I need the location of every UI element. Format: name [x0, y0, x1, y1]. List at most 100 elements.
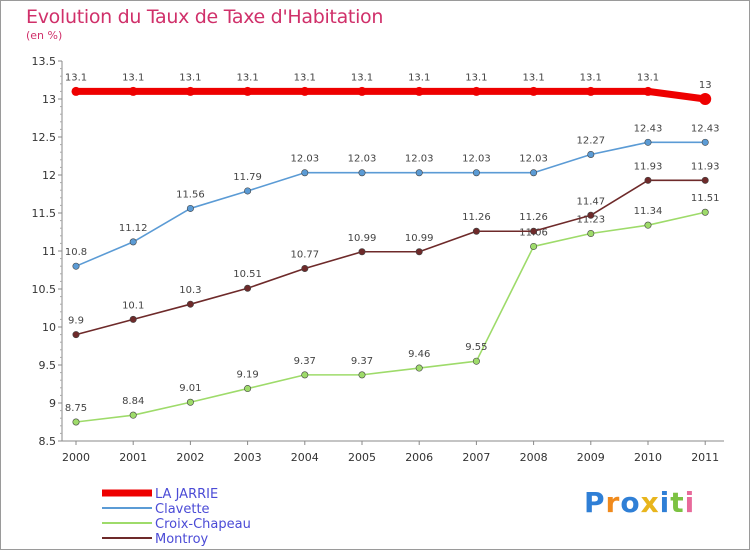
y-tick-label: 13.5 [32, 55, 57, 68]
data-point [530, 169, 538, 177]
legend-label: Croix-Chapeau [155, 517, 251, 532]
data-point [586, 86, 596, 96]
data-point [644, 176, 652, 184]
x-tick-label: 2004 [291, 451, 319, 464]
data-label: 11.79 [233, 172, 262, 183]
chart-title: Evolution du Taux de Taxe d'Habitation [26, 6, 384, 28]
data-label: 11.34 [634, 206, 663, 217]
data-label: 9.46 [408, 349, 430, 360]
data-label: 13 [699, 80, 712, 91]
logo-letter: t [670, 486, 685, 519]
x-tick-label: 2003 [234, 451, 262, 464]
data-label: 12.43 [634, 123, 663, 134]
legend-label: Clavette [155, 502, 210, 517]
data-point [358, 169, 366, 177]
logo-letter: i [684, 486, 696, 519]
logo-letter: o [620, 486, 641, 519]
data-label: 9.55 [465, 342, 487, 353]
data-point [72, 331, 80, 339]
data-label: 13.1 [408, 72, 430, 83]
data-label: 13.1 [351, 72, 373, 83]
data-label: 11.23 [576, 215, 605, 226]
y-tick-label: 10 [42, 321, 56, 334]
y-tick-label: 11.5 [32, 207, 57, 220]
x-tick-label: 2009 [577, 451, 605, 464]
data-point [244, 385, 252, 393]
data-point [643, 86, 653, 96]
data-point [415, 169, 423, 177]
data-point [186, 204, 194, 212]
series-line [75, 179, 707, 336]
series-layer: 8.758.849.019.199.379.379.469.5511.0611.… [65, 72, 720, 426]
data-point [129, 238, 137, 246]
data-label: 13.1 [179, 72, 201, 83]
data-label: 11.56 [176, 189, 205, 200]
data-point [186, 398, 194, 406]
data-label: 13.1 [236, 72, 258, 83]
data-point [587, 150, 595, 158]
data-point [472, 357, 480, 365]
legend-item-clavette: Clavette [102, 502, 210, 517]
data-label: 9.37 [351, 356, 373, 367]
x-tick-label: 2002 [176, 451, 204, 464]
data-label: 11.93 [691, 161, 720, 172]
logo-letter: P [584, 486, 606, 519]
series-montroy: 9.9 10.1 10.3 10.51 10.77 10.99 10.99 11.26 11.2… [68, 161, 720, 339]
data-label: 10.99 [348, 233, 377, 244]
data-label: 10.1 [122, 300, 144, 311]
data-label: 9.01 [179, 383, 201, 394]
data-point [644, 221, 652, 229]
data-point [358, 248, 366, 256]
series-la-jarrie: 13.1 13.1 13.1 13.1 13.1 13.1 13.1 13.1 13.1 13.1… [65, 72, 712, 105]
data-label: 12.03 [348, 154, 377, 165]
data-point [472, 169, 480, 177]
data-label: 9.37 [294, 356, 316, 367]
series-line [75, 211, 707, 423]
data-point [129, 411, 137, 419]
data-point [244, 187, 252, 195]
data-label: 13.1 [580, 72, 602, 83]
data-label: 9.19 [236, 370, 258, 381]
legend-item-croix-chapeau: Croix-Chapeau [102, 517, 251, 532]
data-point [244, 284, 252, 292]
data-point [129, 315, 137, 323]
chart-axes: 8.5 9 9.5 10 10.5 11 11.5 12 12.5 13 13.5 2000 2001 2… [32, 55, 724, 464]
data-label: 10.51 [233, 269, 262, 280]
series-croix-chapeau: 8.758.849.019.199.379.379.469.5511.0611.… [65, 193, 720, 426]
data-point [701, 138, 709, 146]
y-tick-label: 11 [42, 245, 56, 258]
data-point [530, 227, 538, 235]
series-clavette: 10.8 11.12 11.56 11.79 12.03 12.03 12.03 12.03 1… [65, 123, 720, 270]
logo-letter: i [659, 486, 671, 519]
data-point [358, 371, 366, 379]
data-point [414, 86, 424, 96]
data-label: 10.3 [179, 285, 201, 296]
y-tick-label: 13 [42, 93, 56, 106]
data-label: 13.1 [465, 72, 487, 83]
data-point [357, 86, 367, 96]
data-point [530, 242, 538, 250]
data-label: 8.84 [122, 396, 144, 407]
legend-label: Montroy [155, 532, 209, 547]
series-line [75, 141, 707, 268]
data-label: 13.1 [637, 72, 659, 83]
data-label: 10.99 [405, 233, 434, 244]
x-tick-label: 2011 [691, 451, 719, 464]
data-point [472, 227, 480, 235]
data-point [128, 86, 138, 96]
y-tick-label: 12.5 [32, 131, 57, 144]
data-point [701, 176, 709, 184]
data-label: 10.77 [290, 249, 319, 260]
data-point [186, 300, 194, 308]
logo-letter: x [640, 486, 660, 519]
x-tick-label: 2007 [462, 451, 490, 464]
data-point [300, 86, 310, 96]
legend-label: LA JARRIE [155, 487, 218, 502]
data-label: 12.43 [691, 123, 720, 134]
x-tick-label: 2006 [405, 451, 433, 464]
y-tick-label: 10.5 [32, 283, 57, 296]
data-label: 13.1 [294, 72, 316, 83]
data-label: 13.1 [122, 72, 144, 83]
x-tick-label: 2001 [119, 451, 147, 464]
